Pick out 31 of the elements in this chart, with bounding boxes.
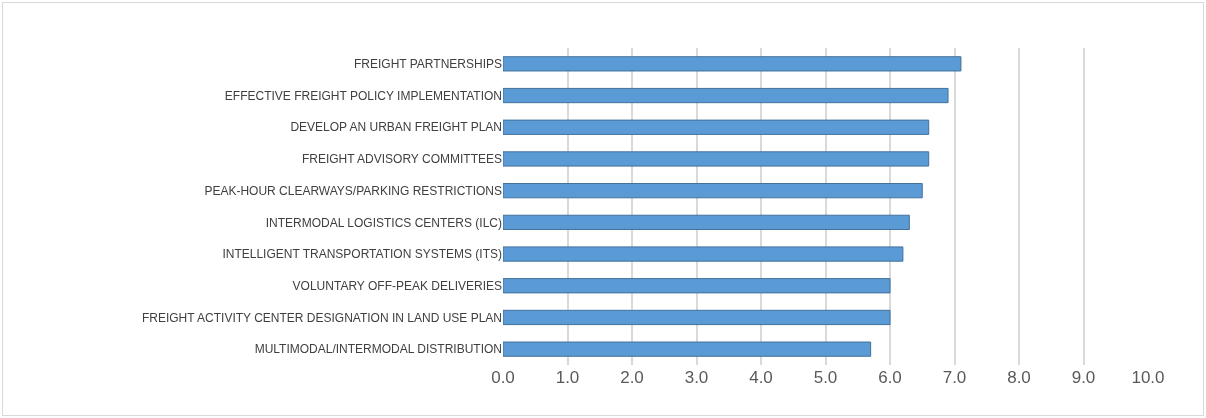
x-tick-label: 3.0 [684, 368, 709, 387]
bar [503, 87, 949, 104]
x-tick-label: 2.0 [620, 368, 644, 387]
y-tick-label: INTERMODAL LOGISTICS CENTERS (ILC) [265, 215, 502, 230]
bar [503, 151, 930, 167]
y-tick-label: INTELLIGENT TRANSPORTATION SYSTEMS (ITS) [222, 247, 502, 262]
y-tick-label: DEVELOP AN URBAN FREIGHT PLAN [290, 120, 502, 135]
x-tick-label: 8.0 [1007, 368, 1031, 387]
bar [503, 119, 930, 135]
x-tick-label: 0.0 [491, 368, 515, 387]
y-tick-label: FREIGHT ACTIVITY CENTER DESIGNATION IN LAND USE PLAN [141, 310, 502, 325]
y-tick-label: PEAK-HOUR CLEARWAYS/PARKING RESTRICTIONS [204, 183, 502, 198]
x-tick-label: 5.0 [813, 368, 838, 387]
x-tick-label: 1.0 [555, 368, 580, 387]
bar [503, 214, 910, 230]
y-tick-label: MULTIMODAL/INTERMODAL DISTRIBUTION [254, 342, 502, 357]
y-tick-label: FREIGHT ADVISORY COMMITTEES [301, 152, 502, 167]
bar [503, 341, 872, 357]
x-tick-label: 4.0 [749, 368, 773, 387]
x-tick-label: 7.0 [942, 368, 967, 387]
x-tick-label: 6.0 [878, 368, 902, 387]
bar [503, 183, 923, 199]
bar [503, 56, 962, 72]
x-tick-label: 10.0 [1131, 368, 1165, 387]
bar [503, 246, 904, 262]
bar [503, 278, 891, 294]
x-tick-label: 9.0 [1071, 368, 1096, 387]
y-tick-label: FREIGHT PARTNERSHIPS [353, 57, 502, 72]
y-tick-label: EFFECTIVE FREIGHT POLICY IMPLEMENTATION [224, 88, 502, 103]
bar [503, 309, 891, 326]
y-tick-label: VOLUNTARY OFF-PEAK DELIVERIES [292, 278, 502, 293]
